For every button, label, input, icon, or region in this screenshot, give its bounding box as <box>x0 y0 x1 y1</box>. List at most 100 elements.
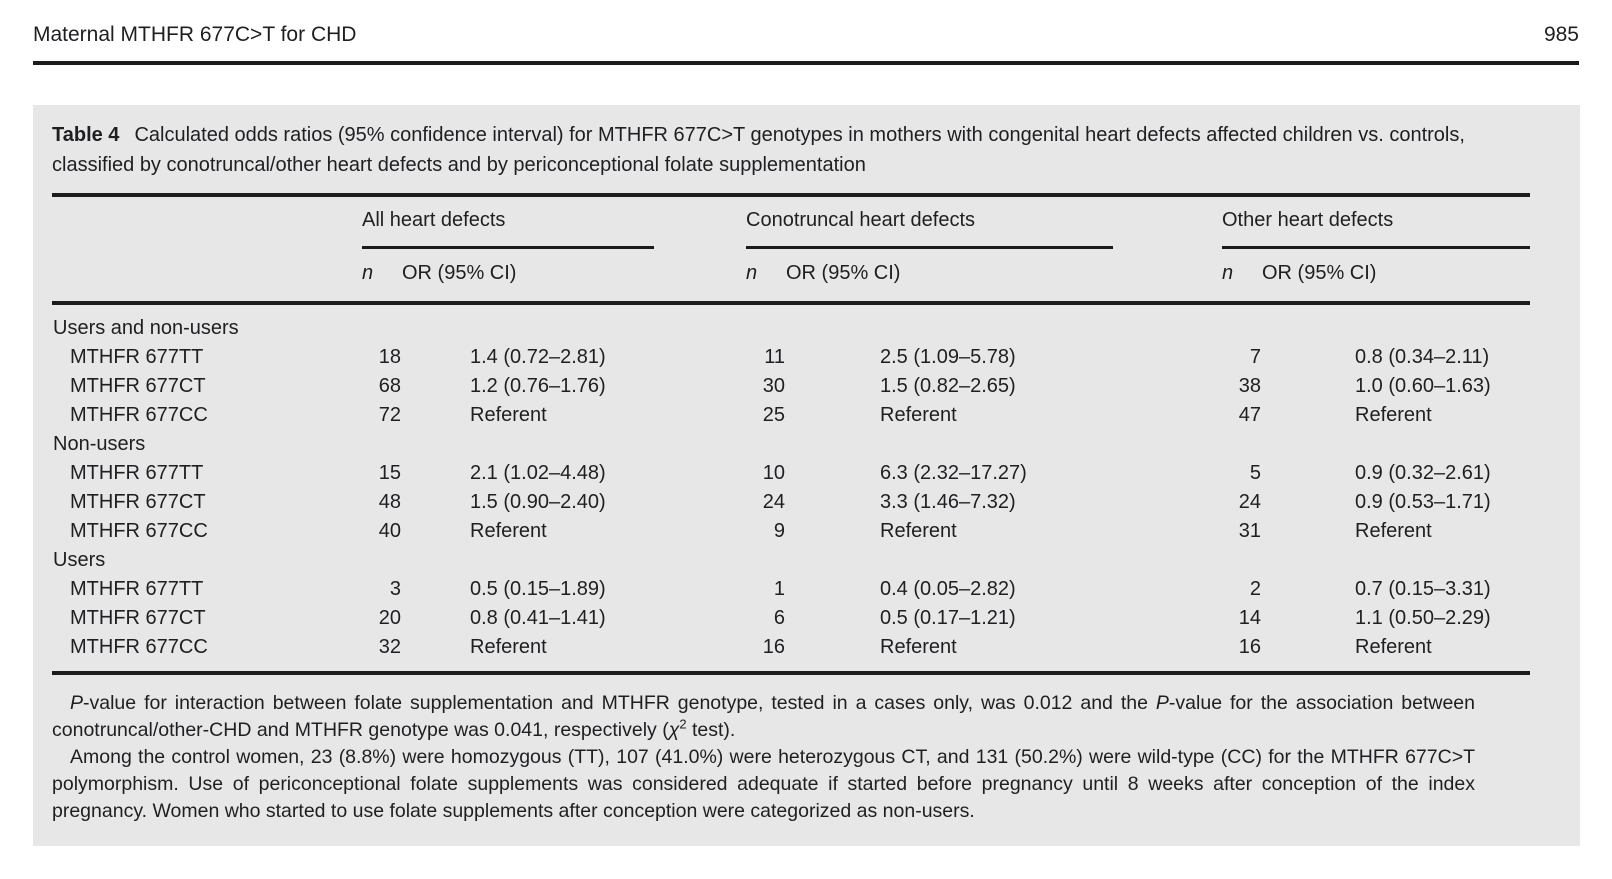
genotype-label: MTHFR 677CT <box>70 607 206 629</box>
table-caption: Table 4 Calculated odds ratios (95% confi… <box>52 120 1482 180</box>
conotruncal-n-value: 9 <box>773 520 785 542</box>
group-underline <box>362 246 654 249</box>
other-n-value: 14 <box>1238 607 1261 629</box>
other-n-value: 38 <box>1238 375 1261 397</box>
conotruncal-or-value: Referent <box>880 404 957 426</box>
all-or-value: 1.5 (0.90–2.40) <box>470 491 606 513</box>
conotruncal-n-value: 25 <box>762 404 785 426</box>
all-n-value: 32 <box>378 636 401 658</box>
other-or-value: Referent <box>1355 520 1432 542</box>
other-n-value: 24 <box>1238 491 1261 513</box>
table-row: MTHFR 677TT 18 1.4 (0.72–2.81) 11 2.5 (1… <box>52 343 1530 372</box>
group-header-all: All heart defects <box>362 195 746 249</box>
page-number: 985 <box>1543 23 1579 46</box>
other-or-value: Referent <box>1355 404 1432 426</box>
other-or-value: 0.9 (0.53–1.71) <box>1355 491 1491 513</box>
header-rule <box>33 61 1579 65</box>
group-underline <box>746 246 1113 249</box>
conotruncal-n-value: 6 <box>773 607 785 629</box>
or-header-other: OR (95% CI) <box>1262 249 1530 305</box>
conotruncal-or-value: 6.3 (2.32–17.27) <box>880 462 1027 484</box>
all-or-value: Referent <box>470 404 547 426</box>
conotruncal-or-value: Referent <box>880 636 957 658</box>
all-n-value: 20 <box>378 607 401 629</box>
conotruncal-or-value: 2.5 (1.09–5.78) <box>880 346 1016 368</box>
or-header-all: OR (95% CI) <box>402 249 746 305</box>
running-head-title: Maternal MTHFR 677C>T for CHD <box>33 23 357 46</box>
section-label: Users and non-users <box>53 317 239 339</box>
n-header-other: n <box>1222 249 1262 305</box>
running-head-row: Maternal MTHFR 677C>T for CHD 985 <box>33 23 1579 47</box>
other-n-value: 16 <box>1238 636 1261 658</box>
table-footnotes: P-value for interaction between folate s… <box>52 690 1475 825</box>
group-underline <box>1222 246 1530 249</box>
genotype-label: MTHFR 677TT <box>70 578 204 600</box>
conotruncal-or-value: 1.5 (0.82–2.65) <box>880 375 1016 397</box>
all-n-value: 68 <box>378 375 401 397</box>
section-row: Users and non-users <box>52 303 1530 343</box>
all-n-value: 15 <box>378 462 401 484</box>
other-n-value: 47 <box>1238 404 1261 426</box>
table-caption-text: Calculated odds ratios (95% confidence i… <box>52 124 1465 176</box>
empty-subheader-cell <box>52 249 362 305</box>
all-or-value: 1.4 (0.72–2.81) <box>470 346 606 368</box>
other-n-value: 2 <box>1249 578 1261 600</box>
group-header-other-label: Other heart defects <box>1222 209 1394 231</box>
section-label: Non-users <box>53 433 146 455</box>
section-row: Non-users <box>52 430 1530 459</box>
other-or-value: Referent <box>1355 636 1432 658</box>
all-n-value: 40 <box>378 520 401 542</box>
other-or-value: 1.1 (0.50–2.29) <box>1355 607 1491 629</box>
genotype-label: MTHFR 677CC <box>70 404 208 426</box>
n-header-conotruncal: n <box>746 249 786 305</box>
group-header-conotruncal: Conotruncal heart defects <box>746 195 1222 249</box>
other-n-value: 31 <box>1238 520 1261 542</box>
conotruncal-n-value: 10 <box>762 462 785 484</box>
all-or-value: 2.1 (1.02–4.48) <box>470 462 606 484</box>
table-row: MTHFR 677CT 20 0.8 (0.41–1.41) 6 0.5 (0.… <box>52 604 1530 633</box>
group-header-all-label: All heart defects <box>362 209 506 231</box>
group-header-other: Other heart defects <box>1222 195 1530 249</box>
group-header-row: All heart defects Conotruncal heart defe… <box>52 195 1530 249</box>
section-label: Users <box>53 549 106 571</box>
conotruncal-or-value: 0.5 (0.17–1.21) <box>880 607 1016 629</box>
genotype-label: MTHFR 677CT <box>70 491 206 513</box>
sub-header-row: n OR (95% CI) n OR (95% CI) n OR (95% CI… <box>52 249 1530 305</box>
footnote-controls: Among the control women, 23 (8.8%) were … <box>52 746 1475 822</box>
table-row: MTHFR 677CT 68 1.2 (0.76–1.76) 30 1.5 (0… <box>52 372 1530 401</box>
all-n-value: 48 <box>378 491 401 513</box>
other-or-value: 0.9 (0.32–2.61) <box>1355 462 1491 484</box>
empty-header-cell <box>52 195 362 249</box>
genotype-label: MTHFR 677CT <box>70 375 206 397</box>
conotruncal-n-value: 1 <box>773 578 785 600</box>
all-n-value: 72 <box>378 404 401 426</box>
conotruncal-n-value: 30 <box>762 375 785 397</box>
other-or-value: 0.8 (0.34–2.11) <box>1355 346 1490 368</box>
or-header-conotruncal: OR (95% CI) <box>786 249 1222 305</box>
other-n-value: 7 <box>1249 346 1261 368</box>
table-row: MTHFR 677CC 72 Referent 25 Referent 47 R… <box>52 401 1530 430</box>
all-or-value: 0.8 (0.41–1.41) <box>470 607 606 629</box>
conotruncal-n-value: 16 <box>762 636 785 658</box>
other-n-value: 5 <box>1249 462 1261 484</box>
table-row: MTHFR 677TT 3 0.5 (0.15–1.89) 1 0.4 (0.0… <box>52 575 1530 604</box>
other-or-value: 1.0 (0.60–1.63) <box>1355 375 1491 397</box>
table-row: MTHFR 677CC 32 Referent 16 Referent 16 R… <box>52 633 1530 673</box>
genotype-label: MTHFR 677CC <box>70 520 208 542</box>
table-row: MTHFR 677CT 48 1.5 (0.90–2.40) 24 3.3 (1… <box>52 488 1530 517</box>
conotruncal-or-value: 3.3 (1.46–7.32) <box>880 491 1016 513</box>
table-panel: Table 4 Calculated odds ratios (95% confi… <box>33 105 1580 846</box>
footnote-pvalue: P-value for interaction between folate s… <box>52 692 1475 741</box>
n-header-all: n <box>362 249 402 305</box>
group-header-conotruncal-label: Conotruncal heart defects <box>746 209 976 231</box>
table-label: Table 4 <box>52 124 120 146</box>
other-or-value: 0.7 (0.15–3.31) <box>1355 578 1491 600</box>
table-row: MTHFR 677CC 40 Referent 9 Referent 31 Re… <box>52 517 1530 546</box>
odds-ratio-table: All heart defects Conotruncal heart defe… <box>52 193 1530 675</box>
table-row: MTHFR 677TT 15 2.1 (1.02–4.48) 10 6.3 (2… <box>52 459 1530 488</box>
genotype-label: MTHFR 677TT <box>70 462 204 484</box>
all-or-value: Referent <box>470 520 547 542</box>
conotruncal-n-value: 11 <box>764 346 785 368</box>
genotype-label: MTHFR 677CC <box>70 636 208 658</box>
